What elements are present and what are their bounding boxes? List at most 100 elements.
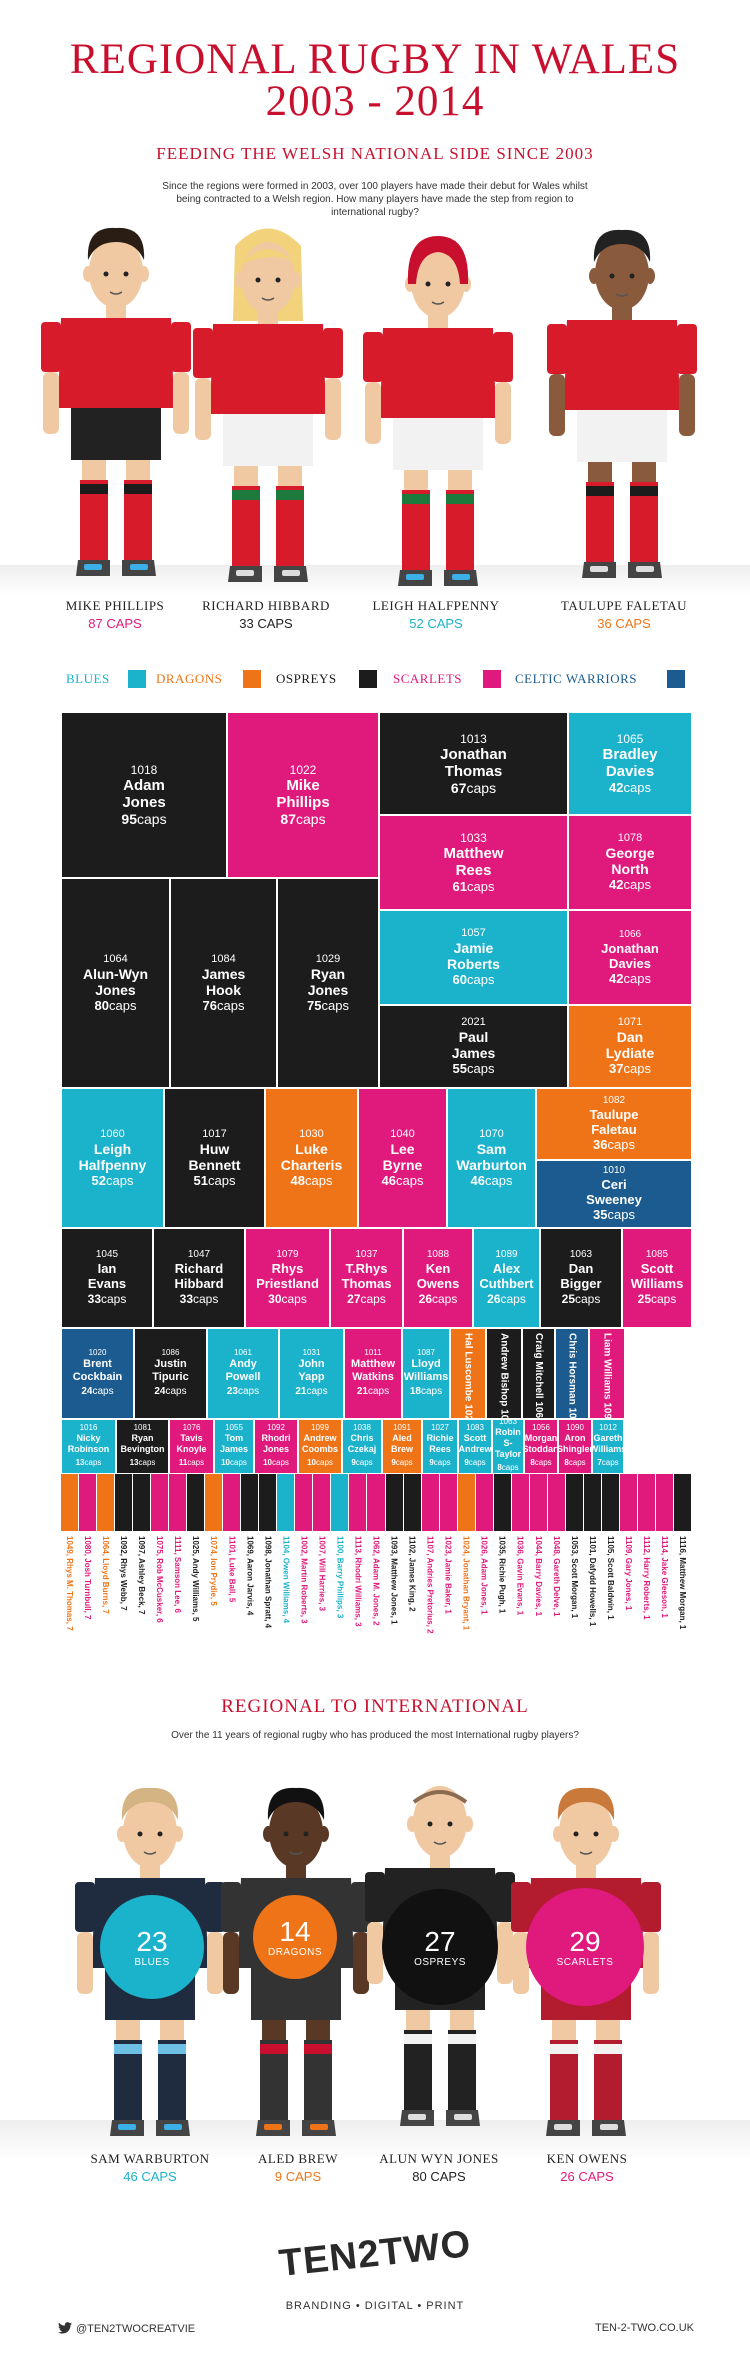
small-player-label: 1075, Rob McCusker, 6	[155, 1536, 165, 1623]
small-player-label: 1024, Jonathan Bryant, 1	[461, 1536, 471, 1631]
top-player-1-caps: 87 CAPS	[88, 616, 142, 631]
treemap-cell-caps: 9caps	[429, 1457, 451, 1467]
treemap-cell-caps: 25caps	[637, 1292, 677, 1306]
treemap-cell-name: Andrew Coombs	[302, 1432, 338, 1454]
treemap-cell-john-yapp: 1031 John Yapp 21caps	[279, 1328, 344, 1419]
treemap-cell-id: 1087	[417, 1347, 435, 1357]
small-player-label: 1097, Ashley Beck, 7	[137, 1536, 147, 1615]
page-subtitle: FEEDING THE WELSH NATIONAL SIDE SINCE 20…	[156, 144, 594, 163]
region-players-illustration	[75, 1786, 661, 2136]
treemap-cell-andrew-coombs: 1099 Andrew Coombs 10caps	[298, 1419, 342, 1474]
treemap-cell-id: 1038	[353, 1422, 371, 1432]
treemap-cell-id: 1079	[276, 1249, 299, 1260]
small-player-bar	[637, 1474, 656, 1531]
small-player-bar	[61, 1474, 80, 1531]
top-player-1-name: MIKE PHILLIPS	[65, 598, 165, 613]
small-player-bar	[457, 1474, 476, 1531]
treemap-cell-leigh-halfpenny: 1060 Leigh Halfpenny 52caps	[61, 1088, 164, 1228]
treemap-cell-id: 1045	[95, 1249, 119, 1260]
treemap-cell-name: Matthew Rees	[443, 844, 504, 879]
treemap-cell-andy-powell: 1061 Andy Powell 23caps	[207, 1328, 279, 1419]
treemap-cell-morgan-stoddart: 1056 Morgan Stoddart 8caps	[524, 1419, 558, 1474]
small-player-label: 1025, Andy Williams, 5	[191, 1536, 201, 1622]
region-count-blues: 23	[136, 1925, 168, 1957]
treemap-cell-id: 1076	[182, 1422, 201, 1432]
small-player-bar	[511, 1474, 530, 1531]
treemap-cell-liam-williams: Liam Williams 1095 14caps	[589, 1328, 625, 1419]
treemap-cell-ceri-sweeney: 1010 Ceri Sweeney 35caps	[536, 1160, 692, 1228]
legend-swatch-dragons	[243, 670, 261, 688]
treemap-cell-id: 1047	[187, 1249, 211, 1260]
treemap-cell-caps: 30caps	[268, 1292, 307, 1306]
treemap-cell-jonathan-thomas: 1013 Jonathan Thomas 67caps	[379, 712, 568, 815]
treemap-cell-caps: 13caps	[129, 1457, 156, 1467]
treemap-cell-label: Chris Horsman 1041 14caps	[566, 1333, 578, 1419]
small-player-label: 1105, Scott Baldwin, 1	[605, 1536, 615, 1620]
treemap-cell-caps: 61caps	[452, 878, 495, 894]
treemap-cell-jamie-roberts: 1057 Jamie Roberts 60caps	[379, 910, 568, 1005]
treemap-cell-name: Lloyd Williams	[403, 1357, 449, 1383]
treemap-cell-name: Ken Owens	[416, 1261, 460, 1291]
region-circle-ospreys: 27 OSPREYS	[382, 1889, 498, 2005]
treemap-cell-id: 1086	[161, 1347, 180, 1357]
region-player-4-name: KEN OWENS	[546, 2151, 628, 2166]
treemap-cell-lee-byrne: 1040 Lee Byrne 46caps	[358, 1088, 447, 1228]
region-player-3-caps: 80 CAPS	[412, 2169, 466, 2184]
treemap-cell-name: Huw Bennett	[188, 1140, 241, 1173]
region-label-dragons: DRAGONS	[267, 1946, 323, 1958]
region-count-dragons: 14	[279, 1915, 311, 1947]
treemap-cell-name: Brent Cockbain	[72, 1357, 123, 1383]
small-player-bar	[421, 1474, 440, 1531]
small-player-label: 1080, Josh Turnbull, 7	[83, 1536, 93, 1620]
treemap-cell-name: Ryan Bevington	[120, 1432, 165, 1454]
treemap-cell-chris-czekaj: 1038 Chris Czekaj 9caps	[342, 1419, 382, 1474]
small-player-bar	[223, 1474, 242, 1531]
treemap-cell-caps: 23caps	[226, 1385, 260, 1397]
treemap-cell-id: 1010	[602, 1165, 626, 1176]
small-player-bar	[619, 1474, 638, 1531]
small-player-bar	[187, 1474, 206, 1531]
small-player-bar	[241, 1474, 260, 1531]
legend-label-scarlets: SCARLETS	[393, 671, 463, 686]
treemap-cell-name: Leigh Halfpenny	[78, 1140, 147, 1173]
small-player-bar	[97, 1474, 116, 1531]
footer-website[interactable]: TEN-2-TWO.CO.UK	[595, 2322, 694, 2334]
small-player-bar	[475, 1474, 494, 1531]
treemap-cell-caps: 87caps	[280, 811, 326, 827]
treemap-cell-id: 1030	[299, 1127, 324, 1140]
treemap-cell-name: Dan Lydiate	[605, 1029, 655, 1061]
treemap-cell-id: 1078	[617, 832, 643, 844]
treemap-cell-name: Ceri Sweeney	[586, 1177, 642, 1207]
footer-twitter[interactable]: @TEN2TWOCREATVIE	[58, 2322, 195, 2335]
treemap-cell-caps: 13caps	[75, 1457, 102, 1467]
treemap-cell-id: 1037	[355, 1249, 378, 1260]
small-player-label: 1053, Scott Morgan, 1	[569, 1536, 579, 1619]
small-player-bar	[79, 1474, 98, 1531]
treemap-cell-id: 1066	[618, 928, 642, 940]
treemap-cell-caps: 11caps	[178, 1457, 205, 1467]
small-player-bar	[547, 1474, 566, 1531]
region-count-ospreys: 27	[424, 1925, 456, 1957]
treemap-cell-tavis-knoyle: 1076 Tavis Knoyle 11caps	[169, 1419, 214, 1474]
treemap-cell-name: Mike Phillips	[276, 777, 330, 811]
treemap-cell-id: 1089	[495, 1249, 518, 1260]
treemap-cell-id: 1018	[130, 763, 158, 777]
region-label-scarlets: SCARLETS	[556, 1956, 614, 1968]
treemap-cell-label: Liam Williams 1095 14caps	[601, 1333, 613, 1419]
treemap-cell-id: 1083	[466, 1422, 484, 1432]
top-player-4-name: TAULUPE FALETAU	[560, 598, 688, 613]
legend-swatch-scarlets	[483, 670, 501, 688]
treemap-cell-name: Tavis Knoyle	[176, 1432, 207, 1454]
treemap-cell-name: Gareth Williams	[593, 1432, 623, 1454]
legend-swatch-blues	[128, 670, 146, 688]
legend-label-dragons: DRAGONS	[156, 671, 223, 686]
small-player-label: 1007, Will Harries, 3	[317, 1536, 327, 1612]
small-player-bar	[385, 1474, 404, 1531]
treemap-cell-name: T.Rhys Thomas	[341, 1261, 392, 1291]
treemap-cell-richie-rees: 1027 Richie Rees 9caps	[422, 1419, 458, 1474]
region-legend: BLUES DRAGONS OSPREYS SCARLETS CELTIC WA…	[0, 668, 750, 694]
treemap-cell-id: 1029	[315, 952, 341, 965]
treemap-cell-caps: 46caps	[381, 1172, 424, 1188]
legend-label-blues: BLUES	[66, 671, 110, 686]
